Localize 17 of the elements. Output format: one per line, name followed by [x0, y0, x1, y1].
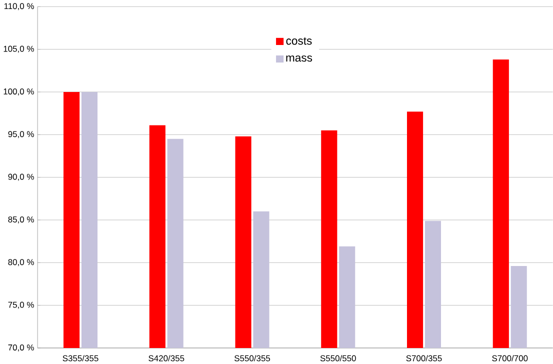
y-tick-label: 85,0 % — [8, 216, 34, 224]
y-tick-label: 80,0 % — [8, 258, 34, 266]
x-tick-label: S700/355 — [406, 354, 442, 362]
y-tick-label: 105,0 % — [4, 46, 34, 53]
y-tick-label: 70,0 % — [8, 344, 34, 352]
legend-label: costs — [286, 37, 312, 45]
y-tick-label: 90,0 % — [8, 174, 34, 181]
x-tick-label: S355/355 — [62, 354, 98, 362]
y-tick-label: 95,0 % — [8, 130, 34, 138]
x-tick-label: S550/355 — [234, 354, 270, 362]
x-tick-label: S420/355 — [148, 354, 184, 362]
y-tick-label: 100,0 % — [4, 88, 34, 96]
x-tick-label: S700/700 — [492, 354, 528, 362]
legend-label: mass — [286, 55, 312, 62]
x-tick-label: S550/550 — [320, 354, 356, 362]
y-tick-label: 110,0 % — [4, 2, 34, 10]
y-tick-label: 75,0 % — [8, 302, 34, 309]
